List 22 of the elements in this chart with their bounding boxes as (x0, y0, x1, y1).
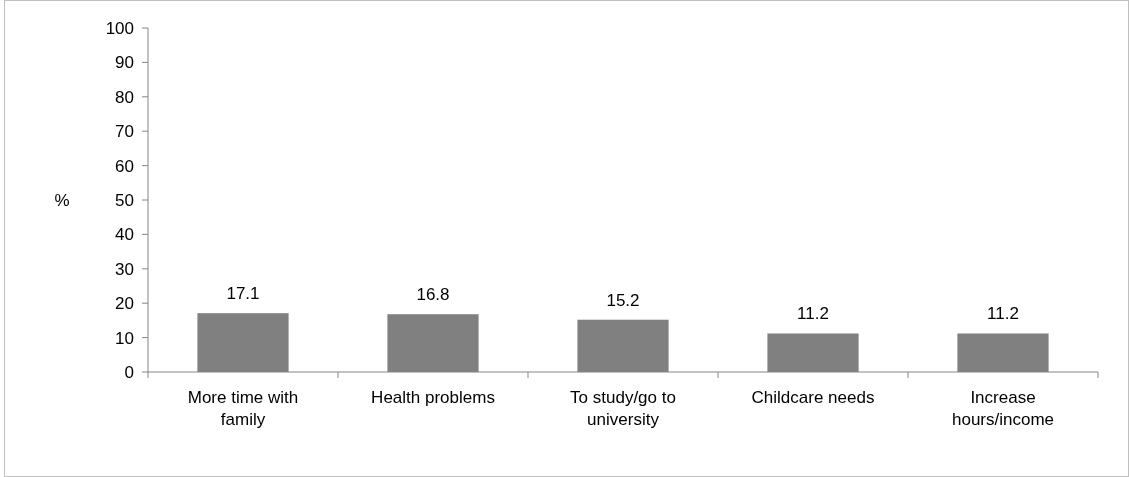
x-tick-label: Health problems (371, 388, 495, 407)
y-tick-label: 70 (115, 122, 134, 142)
y-tick-label: 40 (115, 225, 134, 245)
data-label: 16.8 (416, 285, 450, 305)
y-axis-title: % (54, 190, 70, 210)
data-label: 15.2 (606, 290, 640, 310)
y-tick-label: 50 (115, 190, 134, 210)
y-tick-label: 100 (105, 18, 134, 38)
y-tick-label: 20 (115, 294, 134, 314)
y-tick-label: 30 (115, 259, 134, 279)
y-tick-label: 0 (124, 362, 134, 382)
x-tick-label: Increase hours/income (951, 388, 1055, 429)
y-tick-label: 90 (115, 53, 134, 73)
x-tick-label: More time with family (187, 388, 299, 429)
y-tick-label: 80 (115, 87, 134, 107)
data-label: 11.2 (987, 304, 1019, 324)
x-tick-label: Childcare needs (751, 388, 875, 407)
data-label: 11.2 (797, 304, 829, 324)
y-tick-label: 10 (115, 328, 134, 348)
y-tick-label: 60 (115, 156, 134, 176)
x-tick-label: To study/go to university (570, 388, 676, 429)
data-label: 17.1 (226, 284, 260, 304)
